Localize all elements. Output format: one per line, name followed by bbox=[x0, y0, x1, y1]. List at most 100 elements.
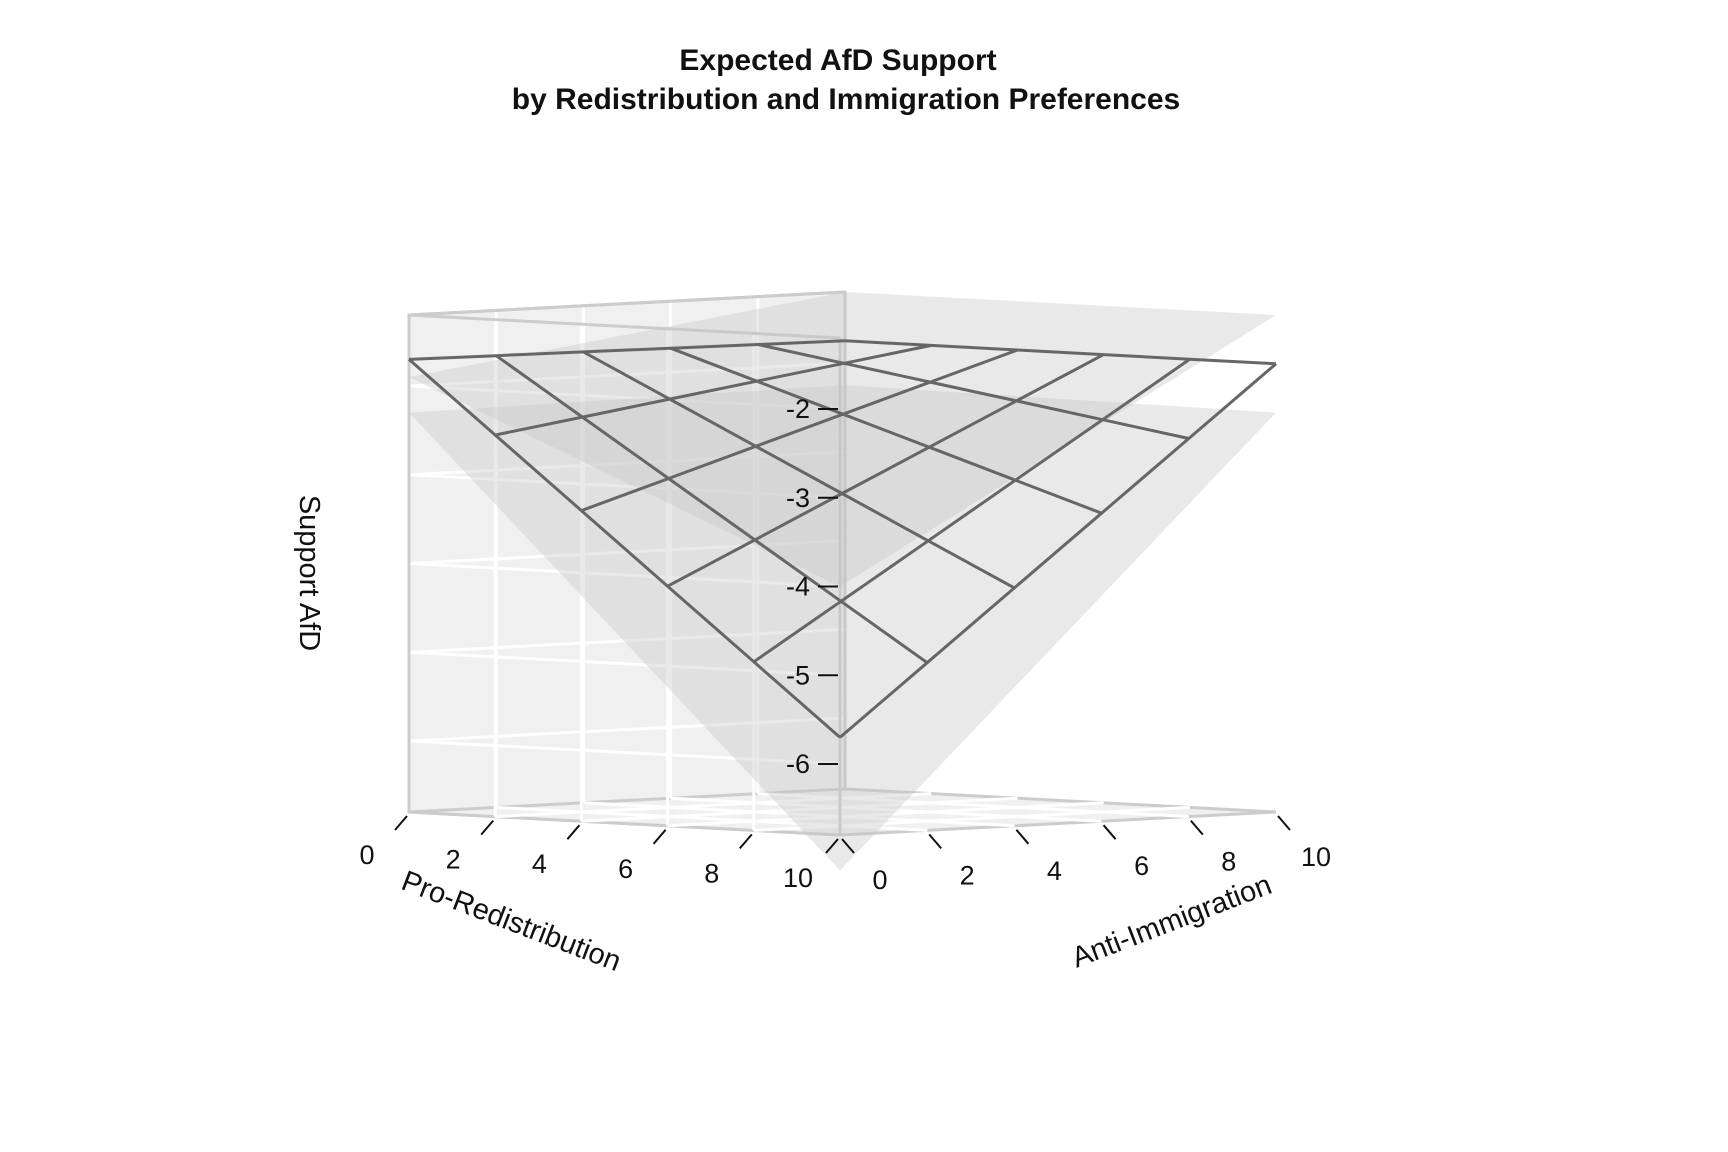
ci-lower-cell bbox=[711, 644, 755, 680]
ci-upper-cell bbox=[539, 385, 583, 401]
ci-lower-cell bbox=[973, 435, 1017, 454]
ci-upper-cell bbox=[885, 394, 929, 411]
ci-lower-cell bbox=[754, 721, 798, 761]
ci-upper-cell bbox=[952, 307, 996, 318]
ci-lower-cell bbox=[952, 403, 996, 417]
x-tick-mark bbox=[566, 824, 581, 840]
ci-upper-cell bbox=[928, 439, 972, 458]
ci-lower-cell bbox=[995, 408, 1039, 424]
ci-lower-cell bbox=[949, 658, 993, 695]
ci-upper-cell bbox=[799, 386, 843, 402]
ci-lower-cell bbox=[692, 393, 736, 404]
ci-upper-cell bbox=[735, 345, 779, 357]
ci-upper-cell bbox=[582, 361, 627, 375]
ci-lower-cell bbox=[757, 405, 801, 417]
z-axis-title: Support AfD bbox=[293, 495, 325, 651]
ci-upper-cell bbox=[1211, 312, 1255, 327]
ci-upper-cell bbox=[732, 502, 776, 523]
ci-lower-cell bbox=[648, 423, 692, 440]
ci-lower-cell bbox=[950, 593, 994, 625]
ci-lower-cell bbox=[971, 605, 1015, 638]
y-tick-label: 10 bbox=[1301, 842, 1331, 872]
ci-lower-cell bbox=[732, 700, 776, 739]
ci-upper-cell bbox=[582, 388, 626, 404]
ci-lower-cell bbox=[1210, 433, 1255, 459]
ci-lower-cell bbox=[992, 651, 1037, 688]
ci-lower-cell bbox=[733, 541, 778, 569]
ci-upper-cell bbox=[756, 350, 800, 363]
ci-upper-cell bbox=[690, 397, 734, 413]
ci-lower-cell bbox=[1102, 487, 1146, 514]
ci-lower-cell bbox=[909, 398, 953, 410]
ci-lower-cell bbox=[865, 412, 909, 425]
ci-lower-cell bbox=[994, 503, 1038, 529]
ci-upper-cell bbox=[820, 392, 864, 408]
ci-upper-cell bbox=[1015, 362, 1060, 377]
ci-upper-cell bbox=[927, 477, 972, 498]
ci-lower-cell bbox=[474, 407, 518, 429]
ci-upper-cell bbox=[559, 442, 604, 461]
z-tick-label: -3 bbox=[786, 483, 810, 513]
ci-upper-cell bbox=[866, 301, 910, 309]
ci-upper-cell bbox=[733, 463, 777, 483]
ci-lower-cell bbox=[1124, 444, 1168, 468]
y-tick-label: 6 bbox=[1134, 851, 1149, 881]
ci-lower-cell bbox=[1059, 500, 1103, 527]
y-tick-mark bbox=[1015, 829, 1030, 845]
ci-lower-cell bbox=[690, 563, 734, 593]
ci-upper-cell bbox=[714, 313, 758, 322]
ci-lower-cell bbox=[625, 537, 669, 566]
ci-upper-cell bbox=[603, 411, 648, 428]
ci-lower-cell bbox=[907, 492, 951, 516]
ci-lower-cell bbox=[603, 518, 648, 547]
ci-upper-cell bbox=[798, 417, 842, 434]
ci-upper-cell bbox=[909, 296, 953, 305]
ci-lower-cell bbox=[777, 474, 822, 496]
ci-lower-cell bbox=[713, 459, 757, 480]
ci-upper-cell bbox=[777, 410, 821, 427]
ci-upper-cell bbox=[995, 301, 1039, 311]
x-axis-title: Pro-Redistribution bbox=[397, 865, 625, 978]
ci-lower-cell bbox=[801, 386, 845, 392]
x-tick-mark bbox=[739, 833, 753, 850]
ci-lower-cell bbox=[779, 402, 823, 413]
ci-upper-cell bbox=[689, 502, 733, 524]
ci-lower-cell bbox=[646, 651, 690, 688]
ci-upper-cell bbox=[908, 344, 952, 357]
ci-upper-cell bbox=[1124, 333, 1168, 349]
ci-upper-cell bbox=[884, 444, 929, 463]
ci-upper-cell bbox=[583, 338, 627, 350]
ci-upper-cell bbox=[495, 397, 539, 413]
ci-lower-cell bbox=[1145, 498, 1189, 528]
ci-lower-cell bbox=[908, 409, 953, 422]
z-tick-label: -2 bbox=[786, 394, 810, 424]
ci-upper-cell bbox=[1037, 351, 1081, 366]
y-tick-mark bbox=[1102, 824, 1117, 840]
y-tick-label: 0 bbox=[872, 865, 887, 895]
ci-lower-cell bbox=[777, 519, 821, 545]
ci-lower-cell bbox=[539, 440, 583, 463]
ci-lower-cell bbox=[799, 448, 844, 466]
ci-upper-cell bbox=[841, 466, 885, 487]
ci-upper-cell bbox=[865, 317, 909, 328]
ci-upper-cell bbox=[1102, 375, 1146, 393]
ci-lower-cell bbox=[495, 447, 539, 473]
ci-upper-cell bbox=[950, 427, 994, 446]
ci-lower-cell bbox=[1189, 430, 1233, 455]
ci-lower-cell bbox=[624, 629, 668, 665]
ci-lower-cell bbox=[822, 395, 866, 404]
ci-lower-cell bbox=[909, 390, 953, 399]
ci-lower-cell bbox=[452, 454, 496, 482]
ci-lower-cell bbox=[993, 585, 1037, 618]
ci-lower-cell bbox=[625, 486, 670, 511]
ci-lower-cell bbox=[887, 396, 931, 406]
chart-panels bbox=[407, 290, 1277, 837]
ci-upper-cell bbox=[1015, 376, 1059, 393]
ci-lower-cell bbox=[994, 458, 1038, 480]
surface-line-y bbox=[757, 343, 1190, 440]
ci-lower-cell bbox=[603, 575, 647, 608]
ci-upper-cell bbox=[735, 335, 779, 346]
ci-upper-cell bbox=[560, 394, 604, 410]
ci-lower-cell bbox=[754, 615, 799, 649]
ci-lower-cell bbox=[1080, 481, 1125, 507]
